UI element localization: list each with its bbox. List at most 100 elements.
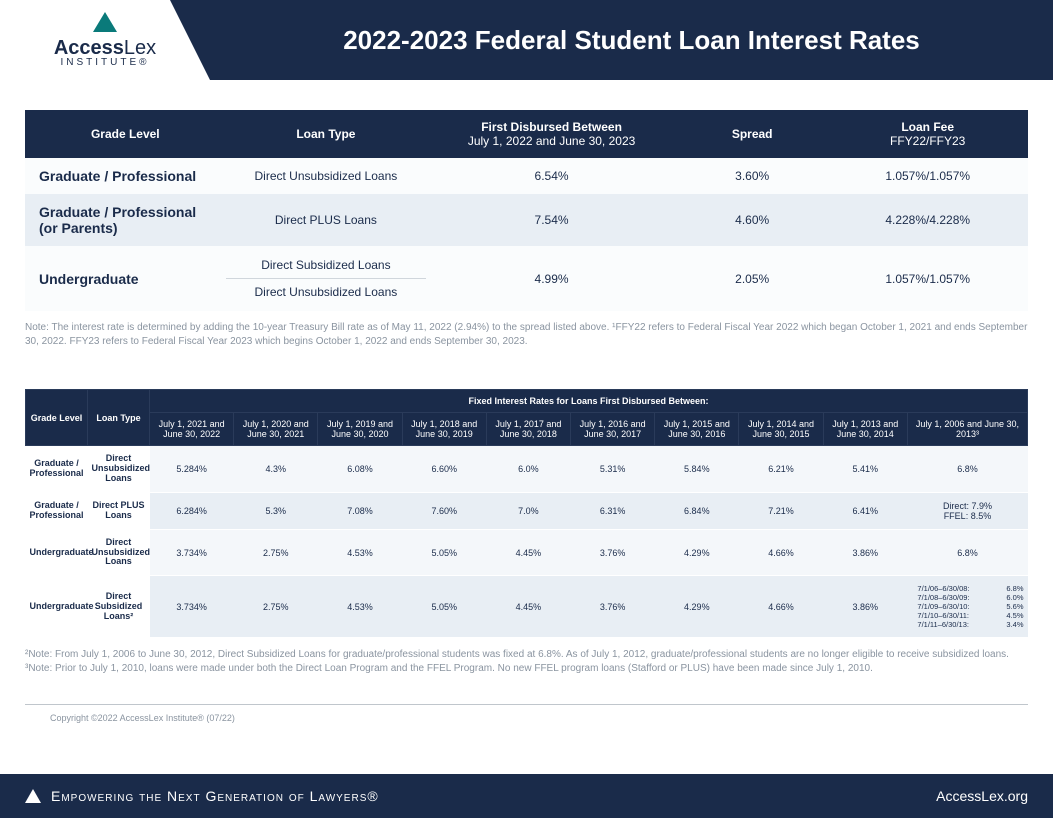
cell-rate: 3.734% [150,529,234,576]
cell-rate: 7.54% [426,194,677,246]
brand-a: Access [54,37,124,59]
cell-rate: 4.3% [234,446,318,493]
cell-rate: 6.31% [571,492,655,529]
note-2: ²Note: From July 1, 2006 to June 30, 201… [25,648,1028,676]
cell-rate: 3.76% [571,529,655,576]
footer-logo-icon [25,789,41,803]
th2-loan: Loan Type [88,390,150,446]
cell-grade: Graduate / Professional [26,492,88,529]
cell-rate: 5.84% [655,446,739,493]
th2-period: July 1, 2013 and June 30, 2014 [823,413,907,446]
footer-url: AccessLex.org [936,788,1028,804]
table-row: Graduate / ProfessionalDirect PLUS Loans… [26,492,1028,529]
footer-tagline: Empowering the Next Generation of Lawyer… [51,788,379,804]
cell-rate: 6.0% [486,446,570,493]
th2-period: July 1, 2006 and June 30, 2013³ [907,413,1027,446]
note-1: Note: The interest rate is determined by… [25,321,1028,349]
cell-fee: 1.057%/1.057% [827,246,1028,311]
cell-rate: 6.41% [823,492,907,529]
page-title: 2022-2023 Federal Student Loan Interest … [210,0,1053,80]
cell-fee: 4.228%/4.228% [827,194,1028,246]
th2-period: July 1, 2018 and June 30, 2019 [402,413,486,446]
cell-rate: 5.05% [402,529,486,576]
table-row: UndergraduateDirect Subsidized LoansDire… [25,246,1028,311]
cell-rate: 6.54% [426,158,677,194]
cell-rate: 4.53% [318,529,402,576]
brand-b: Lex [124,37,156,59]
cell-rate: 3.86% [823,529,907,576]
cell-rate: Direct: 7.9%FFEL: 8.5% [907,492,1027,529]
header: AccessLex INSTITUTE® 2022-2023 Federal S… [0,0,1053,80]
historical-rates-table: Grade Level Loan Type Fixed Interest Rat… [25,389,1028,638]
cell-rate: 4.53% [318,576,402,638]
cell-rate: 7.0% [486,492,570,529]
table-row: UndergraduateDirect Subsidized Loans²3.7… [26,576,1028,638]
th-disbursed: First Disbursed BetweenJuly 1, 2022 and … [426,110,677,158]
cell-rate: 4.66% [739,529,823,576]
cell-loan: Direct Subsidized Loans² [88,576,150,638]
cell-rate: 6.08% [318,446,402,493]
cell-rate: 4.66% [739,576,823,638]
cell-spread: 2.05% [677,246,827,311]
th-loan: Loan Type [226,110,427,158]
cell-rate: 5.31% [571,446,655,493]
cell-fee: 1.057%/1.057% [827,158,1028,194]
cell-rate: 6.84% [655,492,739,529]
cell-loan: Direct Unsubsidized Loans [88,529,150,576]
table-row: Graduate / Professional (or Parents)Dire… [25,194,1028,246]
brand-sub: INSTITUTE® [54,58,156,68]
cell-rate: 5.41% [823,446,907,493]
cell-rate: 5.3% [234,492,318,529]
cell-rate: 6.60% [402,446,486,493]
cell-rate: 2.75% [234,529,318,576]
table-row: UndergraduateDirect Unsubsidized Loans3.… [26,529,1028,576]
cell-rate: 6.8% [907,446,1027,493]
logo-icon [93,12,117,32]
th-fee: Loan FeeFFY22/FFY23 [827,110,1028,158]
cell-rate: 4.45% [486,576,570,638]
cell-rate: 7.21% [739,492,823,529]
cell-grade: Undergraduate [25,246,226,311]
th2-period: July 1, 2015 and June 30, 2016 [655,413,739,446]
table-row: Graduate / ProfessionalDirect Unsubsidiz… [26,446,1028,493]
th2-period: July 1, 2021 and June 30, 2022 [150,413,234,446]
cell-rate: 6.8% [907,529,1027,576]
cell-rate: 7/1/06–6/30/08:6.8%7/1/08–6/30/09:6.0%7/… [907,576,1027,638]
cell-spread: 4.60% [677,194,827,246]
cell-rate: 6.21% [739,446,823,493]
cell-rate: 3.76% [571,576,655,638]
cell-rate: 2.75% [234,576,318,638]
th2-period: July 1, 2017 and June 30, 2018 [486,413,570,446]
cell-grade: Undergraduate [26,576,88,638]
cell-rate: 7.08% [318,492,402,529]
cell-rate: 5.05% [402,576,486,638]
cell-grade: Graduate / Professional [26,446,88,493]
cell-rate: 3.86% [823,576,907,638]
cell-grade: Graduate / Professional [25,158,226,194]
cell-spread: 3.60% [677,158,827,194]
cell-rate: 3.734% [150,576,234,638]
table-row: Graduate / ProfessionalDirect Unsubsidiz… [25,158,1028,194]
th-grade: Grade Level [25,110,226,158]
cell-rate: 4.29% [655,529,739,576]
cell-rate: 4.45% [486,529,570,576]
th2-grade: Grade Level [26,390,88,446]
th2-period: July 1, 2019 and June 30, 2020 [318,413,402,446]
th-spread: Spread [677,110,827,158]
cell-grade: Graduate / Professional (or Parents) [25,194,226,246]
cell-loan: Direct PLUS Loans [88,492,150,529]
cell-rate: 4.99% [426,246,677,311]
th2-period: July 1, 2016 and June 30, 2017 [571,413,655,446]
th2-period: July 1, 2014 and June 30, 2015 [739,413,823,446]
cell-rate: 7.60% [402,492,486,529]
cell-rate: 6.284% [150,492,234,529]
cell-loan: Direct Subsidized LoansDirect Unsubsidiz… [226,246,427,311]
cell-loan: Direct Unsubsidized Loans [88,446,150,493]
cell-loan: Direct PLUS Loans [226,194,427,246]
th2-period: July 1, 2020 and June 30, 2021 [234,413,318,446]
cell-grade: Undergraduate [26,529,88,576]
current-rates-table: Grade Level Loan Type First Disbursed Be… [25,110,1028,311]
cell-rate: 4.29% [655,576,739,638]
cell-rate: 5.284% [150,446,234,493]
th2-span: Fixed Interest Rates for Loans First Dis… [150,390,1028,413]
